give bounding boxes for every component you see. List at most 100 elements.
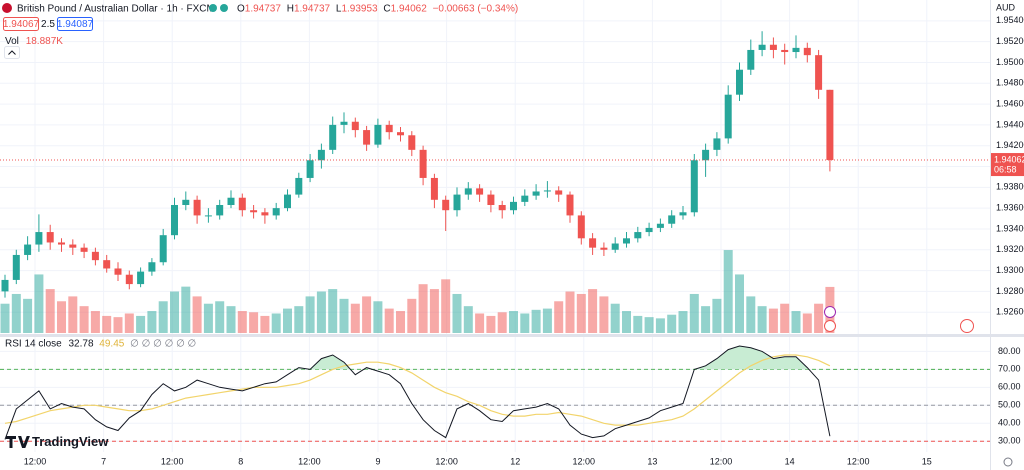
y-tick-label: 1.94600 bbox=[996, 98, 1024, 108]
volume-bar bbox=[554, 301, 564, 333]
x-tick-label: 14 bbox=[785, 456, 795, 466]
volume-bar bbox=[689, 293, 699, 333]
volume-bar bbox=[486, 315, 496, 333]
y-tick-label: 1.92600 bbox=[996, 307, 1024, 317]
volume-bar bbox=[633, 315, 643, 333]
volume-bar bbox=[667, 314, 677, 333]
volume-bar bbox=[780, 303, 790, 333]
candle-body bbox=[103, 260, 111, 269]
candle-body bbox=[532, 191, 540, 196]
rsi-tick-label: 80.00 bbox=[998, 346, 1021, 356]
candle-body bbox=[363, 130, 371, 145]
volume-bar bbox=[384, 308, 394, 333]
x-tick-label: 12:00 bbox=[435, 456, 458, 466]
volume-bar bbox=[203, 303, 213, 333]
volume-bar bbox=[181, 286, 191, 333]
x-tick-label: 7 bbox=[101, 456, 106, 466]
volume-bar bbox=[373, 301, 383, 333]
candle-body bbox=[747, 49, 755, 70]
volume-bar bbox=[237, 311, 247, 333]
candle-body bbox=[159, 235, 167, 263]
candle-body bbox=[736, 69, 743, 95]
rsi-tick-label: 60.00 bbox=[998, 382, 1021, 392]
candle-body bbox=[250, 210, 258, 213]
candle-body bbox=[193, 199, 201, 216]
volume-bar bbox=[622, 311, 631, 333]
y-tick-label: 1.94800 bbox=[996, 78, 1024, 88]
candle-body bbox=[397, 132, 404, 136]
volume-bar bbox=[542, 308, 552, 333]
candle-body bbox=[171, 205, 178, 236]
sell-price[interactable]: 1.94067 bbox=[3, 19, 40, 30]
volume-bar bbox=[712, 298, 722, 333]
candle-body bbox=[453, 194, 461, 211]
candle-body bbox=[24, 244, 32, 255]
volume-layer bbox=[0, 250, 835, 333]
candle-body bbox=[385, 124, 393, 133]
volume-legend: Vol 18.887K bbox=[5, 36, 63, 47]
buy-box[interactable] bbox=[57, 17, 93, 31]
sell-box[interactable] bbox=[3, 17, 39, 31]
status-dot bbox=[209, 4, 217, 12]
candle-body bbox=[1, 279, 9, 292]
ohlc-value: 1.94062 bbox=[391, 3, 428, 14]
ohlc-value: 1.94737 bbox=[294, 3, 331, 14]
candle-body bbox=[114, 268, 122, 275]
ohlc-value: 1.93953 bbox=[341, 3, 378, 14]
volume-bar bbox=[396, 311, 405, 333]
volume-bar bbox=[576, 293, 586, 333]
rsi-tick-label: 30.00 bbox=[998, 436, 1021, 446]
volume-bar bbox=[565, 291, 575, 333]
candle-body bbox=[690, 160, 698, 213]
candle-body bbox=[803, 47, 811, 56]
alert-icon[interactable] bbox=[824, 306, 836, 318]
candle-body bbox=[442, 199, 450, 211]
volume-bar bbox=[362, 296, 372, 333]
y-tick-label: 1.93400 bbox=[996, 223, 1024, 233]
candle-body bbox=[645, 227, 653, 233]
event-icon[interactable] bbox=[960, 319, 974, 333]
rsi-layer bbox=[0, 345, 990, 442]
logo-text: TradingView bbox=[32, 434, 109, 449]
x-tick-label: 12:00 bbox=[710, 456, 733, 466]
buy-price[interactable]: 1.94087 bbox=[57, 19, 94, 30]
rsi-tick-label: 50.00 bbox=[998, 400, 1021, 410]
volume-bar bbox=[429, 289, 439, 333]
last-price-label: 1.94062 bbox=[994, 154, 1024, 164]
candle-body bbox=[408, 135, 416, 150]
volume-bar bbox=[68, 296, 78, 333]
settings-icon[interactable] bbox=[1003, 457, 1013, 467]
candle-body bbox=[792, 47, 800, 53]
candle-body bbox=[623, 238, 630, 244]
event-icon[interactable] bbox=[824, 320, 836, 332]
volume-bar bbox=[136, 315, 146, 333]
candle-body bbox=[91, 251, 99, 261]
candle-body bbox=[521, 195, 529, 202]
volume-bar bbox=[102, 315, 112, 333]
rsi-tick-label: 70.00 bbox=[998, 364, 1021, 374]
candle-body bbox=[238, 197, 246, 211]
candle-body bbox=[317, 149, 325, 161]
volume-bar bbox=[802, 313, 812, 333]
volume-bar bbox=[316, 291, 326, 333]
candle-body bbox=[702, 149, 710, 161]
candle-body bbox=[543, 190, 551, 192]
symbol-icon bbox=[2, 3, 12, 13]
volume-bar bbox=[23, 298, 33, 333]
candle-body bbox=[487, 194, 495, 206]
candle-body bbox=[566, 194, 574, 216]
volume-bar bbox=[475, 313, 485, 333]
ohlc-letter: O bbox=[237, 3, 245, 14]
candle-body bbox=[577, 215, 585, 239]
x-tick-label: 12:00 bbox=[298, 456, 321, 466]
volume-bar bbox=[226, 306, 236, 333]
collapse-button[interactable] bbox=[4, 46, 20, 59]
volume-bar bbox=[678, 311, 688, 333]
candle-body bbox=[668, 215, 676, 224]
volume-bar bbox=[90, 311, 100, 333]
candle-body bbox=[724, 94, 732, 139]
volume-bar bbox=[249, 312, 259, 333]
